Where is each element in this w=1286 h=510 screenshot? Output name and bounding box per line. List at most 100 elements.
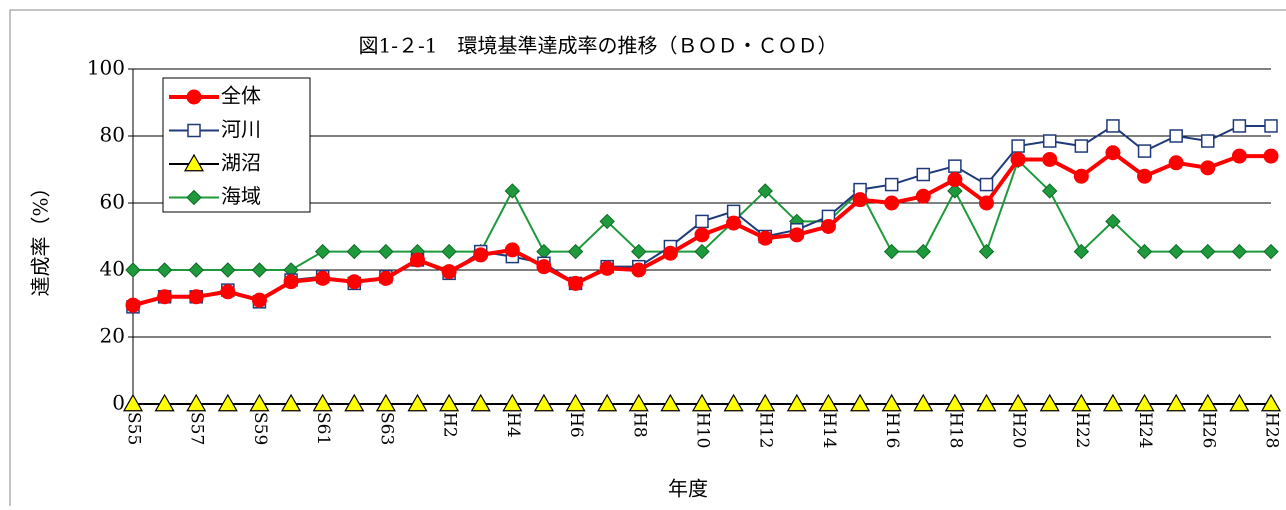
data-point: [157, 289, 173, 305]
data-point: [378, 243, 394, 260]
data-point: [315, 270, 331, 286]
data-point: [470, 393, 491, 412]
x-tick-label: H2: [440, 412, 460, 438]
data-point: [755, 393, 776, 412]
data-point: [344, 393, 365, 412]
data-point: [125, 262, 141, 278]
x-tick-label: H26: [1198, 412, 1218, 448]
data-point: [726, 204, 741, 219]
data-point: [944, 393, 965, 412]
data-point: [375, 393, 396, 412]
data-point: [1105, 145, 1121, 161]
data-point: [1137, 168, 1153, 184]
data-point: [536, 259, 552, 275]
data-point: [978, 243, 995, 260]
x-tick-label: H24: [1135, 412, 1155, 448]
data-point: [1039, 393, 1060, 412]
data-point: [1168, 243, 1184, 260]
data-point: [916, 167, 931, 182]
data-point: [979, 195, 994, 211]
data-point: [1231, 148, 1247, 164]
legend-marker: [187, 123, 201, 138]
data-point: [504, 183, 521, 199]
y-tick-label: 80: [100, 123, 125, 147]
x-tick-label: H14: [819, 412, 839, 448]
data-point: [122, 393, 144, 412]
data-point: [1169, 129, 1183, 143]
legend-label: 湖沼: [221, 151, 261, 175]
data-point: [884, 177, 899, 192]
data-point: [694, 227, 710, 243]
data-point: [820, 218, 836, 234]
x-tick-label: H8: [629, 412, 649, 438]
data-point: [156, 262, 173, 278]
legend-label: 海域: [221, 184, 261, 208]
data-point: [1229, 393, 1250, 412]
data-point: [789, 227, 805, 243]
data-point: [188, 289, 204, 305]
data-point: [662, 245, 678, 261]
x-tick-label: S61: [313, 412, 333, 445]
data-point: [1232, 119, 1247, 133]
data-point: [220, 284, 236, 300]
legend-marker: [186, 89, 202, 105]
legend-marker: [186, 189, 202, 206]
data-point: [948, 159, 962, 173]
x-tick-label: S59: [250, 412, 270, 445]
data-point: [850, 393, 871, 412]
data-point: [1197, 393, 1218, 412]
data-point: [1106, 119, 1120, 133]
x-axis-label: 年度: [668, 477, 708, 501]
x-tick-label: S55: [124, 412, 144, 445]
data-point: [1260, 393, 1282, 412]
data-point: [502, 393, 523, 412]
x-tick-label: H10: [693, 412, 713, 448]
data-point: [628, 393, 649, 412]
y-tick-label: 40: [100, 257, 125, 281]
data-point: [220, 262, 236, 278]
data-point: [378, 270, 394, 286]
data-point: [188, 262, 204, 278]
x-tick-label: H16: [882, 412, 902, 448]
data-point: [915, 243, 931, 260]
y-axis-label: 達成率（%）: [29, 177, 53, 296]
data-point: [757, 183, 773, 199]
data-point: [1042, 183, 1058, 199]
y-tick-label: 60: [100, 190, 125, 214]
data-point: [1105, 213, 1121, 230]
data-point: [312, 393, 333, 412]
data-point: [441, 264, 457, 280]
data-point: [883, 243, 900, 260]
data-point: [410, 252, 425, 268]
data-point: [504, 242, 520, 258]
data-point: [1231, 243, 1248, 260]
data-point: [599, 260, 615, 276]
data-point: [473, 247, 489, 263]
data-point: [283, 274, 299, 290]
legend-label: 河川: [221, 117, 261, 141]
data-point: [884, 195, 900, 211]
data-point: [125, 297, 141, 313]
data-point: [1168, 155, 1184, 171]
data-point: [567, 243, 584, 260]
data-point: [533, 393, 554, 412]
data-point: [915, 188, 931, 204]
x-tick-label: H20: [1009, 412, 1029, 448]
data-point: [1134, 393, 1155, 412]
data-point: [852, 192, 868, 208]
data-point: [346, 274, 362, 290]
data-point: [881, 393, 902, 412]
data-point: [631, 262, 647, 278]
data-point: [1137, 144, 1152, 158]
x-tick-label: H6: [566, 412, 586, 438]
x-tick-label: S63: [376, 412, 396, 445]
data-point: [249, 393, 270, 412]
data-point: [439, 393, 460, 412]
data-point: [1166, 393, 1187, 412]
data-point: [757, 230, 773, 246]
y-tick-label: 20: [100, 324, 125, 348]
x-tick-label: H4: [503, 412, 523, 438]
data-point: [407, 393, 428, 412]
data-point: [723, 393, 744, 412]
data-point: [1136, 243, 1153, 260]
